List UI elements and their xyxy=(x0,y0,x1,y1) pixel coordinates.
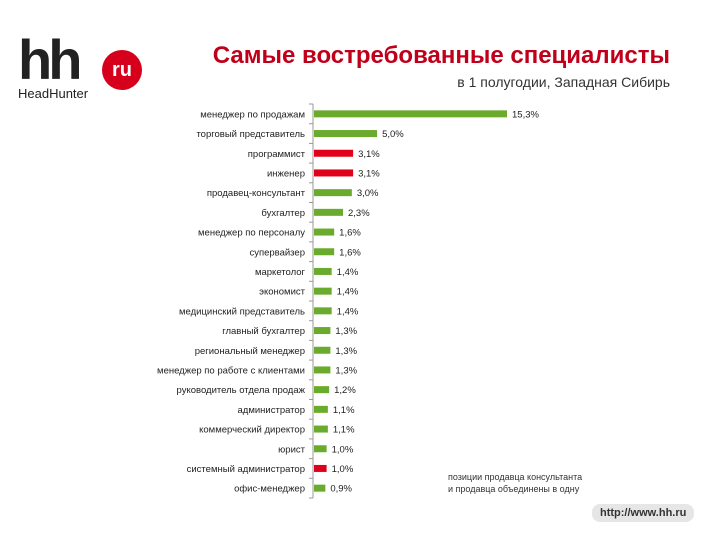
bar xyxy=(314,366,331,374)
data-label: 5,0% xyxy=(382,129,404,140)
category-label: администратор xyxy=(238,405,306,416)
data-label: 1,3% xyxy=(335,365,357,376)
data-label: 1,1% xyxy=(333,405,355,416)
bar xyxy=(314,130,378,138)
category-label: менеджер по работе с клиентами xyxy=(157,365,305,376)
bar xyxy=(314,189,352,197)
data-label: 0,9% xyxy=(330,484,352,495)
category-label: экономист xyxy=(259,287,306,298)
category-label: менеджер по продажам xyxy=(200,109,305,120)
bar xyxy=(314,287,332,295)
bar xyxy=(314,327,331,335)
bar xyxy=(314,267,332,275)
data-label: 1,2% xyxy=(334,385,356,396)
footnote-line-1: позиции продавца консультанта xyxy=(448,472,583,482)
category-label: медицинский представитель xyxy=(179,306,305,317)
bar xyxy=(314,149,354,157)
category-label: продавец-консультант xyxy=(207,188,306,199)
data-label: 15,3% xyxy=(512,109,539,120)
bar xyxy=(314,208,344,216)
category-label: системный администратор xyxy=(187,464,305,475)
category-label: главный бухгалтер xyxy=(222,326,305,337)
category-label: супервайзер xyxy=(249,247,305,258)
category-label: офис-менеджер xyxy=(234,484,305,495)
footnote-line-2: и продавца объединены в одну xyxy=(448,484,580,494)
bar xyxy=(314,386,330,394)
bar xyxy=(314,110,507,118)
category-label: маркетолог xyxy=(255,267,306,278)
data-label: 3,0% xyxy=(357,188,379,199)
chart-title: Самые востребованные специалисты xyxy=(212,42,670,69)
bar xyxy=(314,405,328,413)
bar xyxy=(314,346,331,354)
category-label: инженер xyxy=(267,168,305,179)
bar xyxy=(314,484,326,492)
footer-url: http://www.hh.ru xyxy=(592,504,695,522)
chart-subtitle: в 1 полугодии, Западная Сибирь xyxy=(457,74,670,90)
category-label: руководитель отдела продаж xyxy=(177,385,306,396)
bar xyxy=(314,445,327,453)
bar xyxy=(314,228,335,236)
bar xyxy=(314,169,354,177)
bar xyxy=(314,307,332,315)
data-label: 1,0% xyxy=(332,444,354,455)
data-label: 2,3% xyxy=(348,208,370,219)
data-label: 3,1% xyxy=(358,168,380,179)
data-label: 1,3% xyxy=(335,326,357,337)
data-label: 1,3% xyxy=(335,346,357,357)
data-label: 1,4% xyxy=(337,267,359,278)
data-label: 1,1% xyxy=(333,425,355,436)
footnote: позиции продавца консультанта и продавца… xyxy=(448,471,582,495)
category-label: региональный менеджер xyxy=(195,346,305,357)
category-label: менеджер по персоналу xyxy=(198,228,305,239)
data-label: 1,6% xyxy=(339,228,361,239)
category-label: торговый представитель xyxy=(196,129,305,140)
data-label: 1,0% xyxy=(332,464,354,475)
logo-brand-name: HeadHunter xyxy=(18,86,89,101)
category-label: бухгалтер xyxy=(261,208,305,219)
data-label: 1,4% xyxy=(337,287,359,298)
category-label: программист xyxy=(248,149,306,160)
headhunter-logo: hh ru HeadHunter xyxy=(18,32,142,108)
category-label: юрист xyxy=(278,444,305,455)
data-label: 3,1% xyxy=(358,149,380,160)
bar xyxy=(314,425,328,433)
bar xyxy=(314,248,335,256)
data-label: 1,6% xyxy=(339,247,361,258)
logo-hh-text: hh xyxy=(18,28,82,91)
logo-ru-badge: ru xyxy=(102,50,142,90)
category-label: коммерческий директор xyxy=(199,425,305,436)
bar xyxy=(314,464,327,472)
data-label: 1,4% xyxy=(337,306,359,317)
